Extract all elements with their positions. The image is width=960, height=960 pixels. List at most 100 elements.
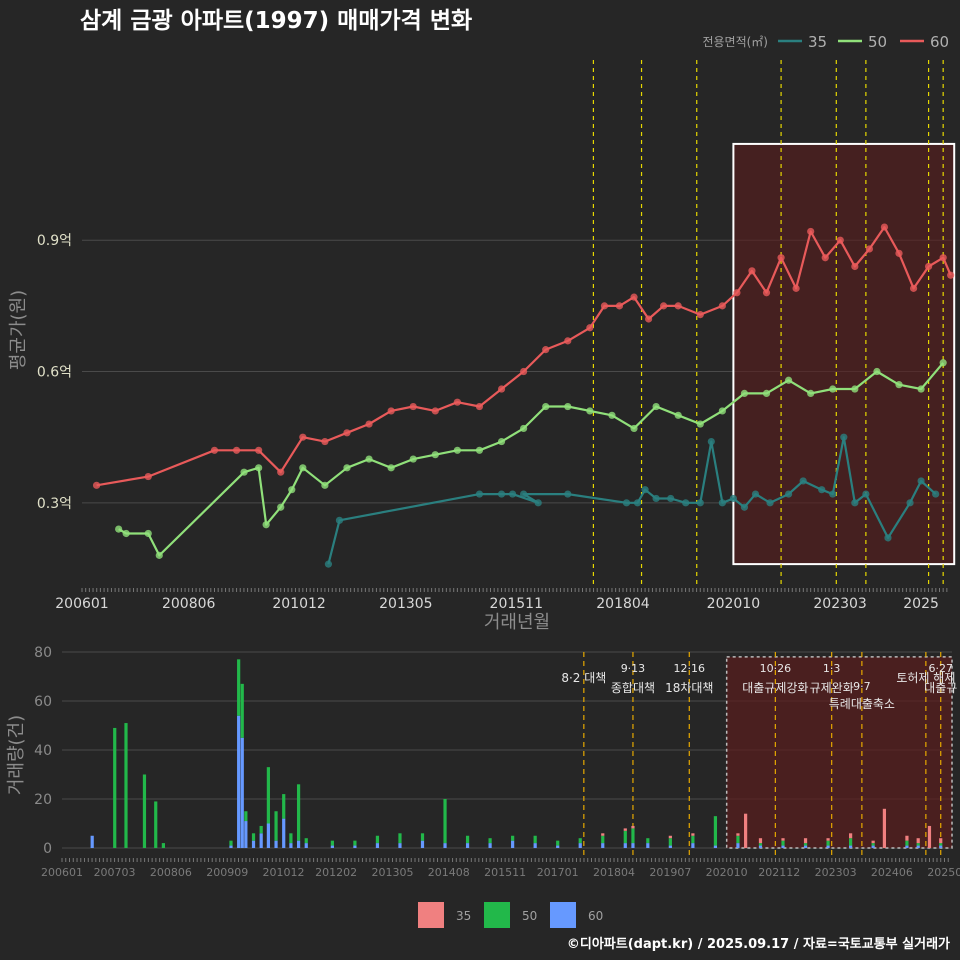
series-point-35 [829,490,837,498]
series-point-35 [667,494,675,503]
series-point-35 [862,490,870,498]
volume-bar-60 [289,843,293,848]
volume-bar-60 [511,840,515,848]
series-point-50 [630,424,638,433]
volume-bar-50 [631,828,635,844]
series-point-60 [696,311,704,319]
volume-bar-50 [849,838,853,846]
series-point-50 [343,464,351,472]
volume-bar-50 [124,723,128,848]
volume-bar-60 [691,843,695,848]
volume-bar-50 [240,683,244,738]
series-point-50 [115,525,123,533]
x-tick-label: 202303 [813,596,866,612]
x2-tick-label: 202112 [758,866,800,879]
series-point-60 [365,420,373,428]
volume-bar-60 [296,840,301,848]
series-point-35 [682,499,690,507]
series-point-60 [880,223,889,231]
volume-bar-35 [758,838,763,844]
series-point-50 [807,389,815,398]
series-point-60 [748,267,756,275]
volume-bar-60 [251,840,256,848]
x2-tick-label: 200703 [94,866,136,879]
x-tick-label: 201305 [379,596,432,612]
volume-bar-50 [556,840,560,846]
volume-bar-35 [623,828,627,831]
series-point-60 [718,302,726,310]
volume-bar-50 [375,835,380,844]
x2-tick-label: 202010 [706,866,748,879]
x-tick-label: 201804 [596,596,650,612]
annotation-date: 12·16 [674,662,706,675]
series-point-35 [766,499,774,507]
volume-bar-35 [631,825,635,829]
annotation-text: 18차대책 [665,680,713,695]
price-chart: 0.3억 0.6억 0.9억 200601 200806 201012 201305 2015… [8,33,956,633]
chart-title: 삼계 금광 아파트(1997) 매매가격 변화 [80,8,472,34]
legend-label-50: 50 [868,33,887,51]
series-point-50 [829,385,837,393]
volume-bar-60 [282,818,286,848]
series-point-35 [917,477,925,485]
series-point-50 [762,389,771,398]
series-point-50 [387,464,395,472]
series-point-35 [718,499,726,507]
volume-bar-35 [803,838,808,844]
annotation-date: 10·26 [760,662,792,675]
y-tick-label: 0.3억 [37,496,72,512]
series-line-60 [96,226,952,487]
legend-label-35: 35 [808,33,827,51]
x-tick-label: 2025 [903,596,939,612]
volume-bar-60 [237,715,241,848]
legend-swatch-60 [550,902,576,928]
volume-bar-35 [927,825,932,848]
series-point-60 [939,254,947,262]
series-point-60 [232,446,241,454]
x2-tick-label: 201202 [315,866,357,879]
volume-bar-50 [353,840,357,846]
volume-bar-50 [871,843,875,846]
volume-bar-60 [905,845,909,848]
series-point-60 [865,245,874,253]
x-tick-label: 202010 [707,596,760,612]
y2-tick-label: 60 [34,694,52,710]
series-point-50 [718,407,726,415]
legend2-label-60: 60 [588,909,603,923]
series-point-50 [321,481,329,489]
series-point-50 [851,385,859,393]
volume-bar-60 [353,845,357,848]
series-point-50 [365,455,373,463]
series-point-60 [255,446,263,454]
volume-bar-60 [375,843,380,848]
volume-bar-60 [266,823,270,848]
volume-chart: 0 20 40 60 80 200601 200703 200806 200909 201012 2… [6,645,960,879]
series-point-60 [586,324,594,332]
volume-bar-60 [240,737,244,848]
series-point-60 [210,446,219,454]
annotation-text: 토허제 해제 [896,671,955,685]
annotation-text: 대출규 [924,681,957,695]
x2-tick-label: 202406 [871,866,913,879]
series-point-35 [324,560,333,568]
series-point-35 [497,490,506,498]
series-point-60 [645,315,653,323]
series-point-60 [600,302,609,310]
y2-tick-label: 0 [43,841,52,857]
series-point-35 [840,433,848,441]
annotation-text: 특례대출축소 [829,697,895,711]
volume-bar-60 [601,843,605,848]
series-point-50 [696,420,704,428]
series-point-35 [740,503,749,511]
series-point-60 [343,429,351,437]
series-point-35 [751,490,760,498]
volume-bar-60 [758,845,763,848]
annotation-date: 9·7 [853,680,871,693]
volume-legend: 35 50 60 [418,902,603,928]
series-point-50 [674,411,682,419]
volume-bar-60 [465,843,470,848]
series-point-35 [729,494,737,503]
volume-bar-50 [259,825,263,834]
legend-label-60: 60 [930,33,949,51]
series-point-60 [630,293,638,301]
